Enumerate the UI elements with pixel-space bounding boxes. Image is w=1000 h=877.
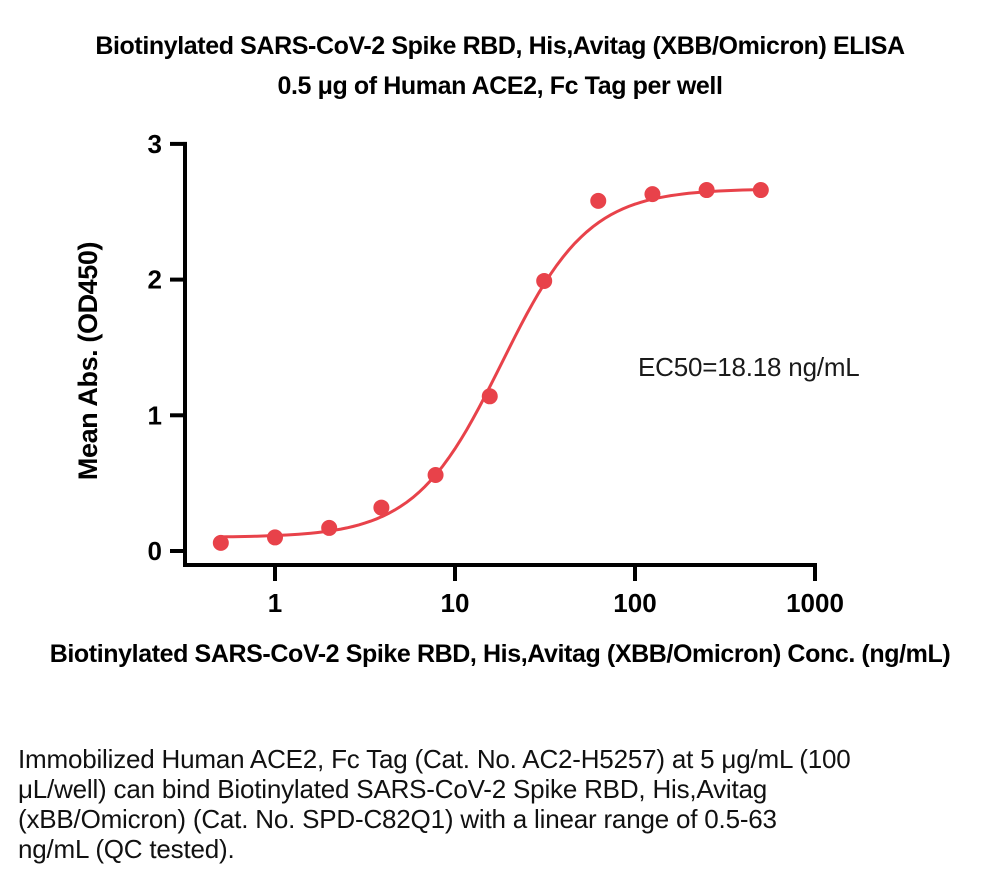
data-point xyxy=(752,182,769,199)
fit-curve xyxy=(219,188,763,539)
footnote-line-1: Immobilized Human ACE2, Fc Tag (Cat. No.… xyxy=(18,744,851,774)
data-point xyxy=(321,519,338,536)
data-point xyxy=(644,186,661,203)
footnote: Immobilized Human ACE2, Fc Tag (Cat. No.… xyxy=(18,744,978,864)
footnote-line-3: (xBB/Omicron) (Cat. No. SPD-C82Q1) with … xyxy=(18,804,777,834)
figure-title-line2: 0.5 μg of Human ACE2, Fc Tag per well xyxy=(277,72,723,100)
y-tick-label: 0 xyxy=(148,536,162,566)
data-point xyxy=(373,499,390,516)
data-point xyxy=(481,388,498,405)
footnote-line-2: μL/well) can bind Biotinylated SARS-CoV-… xyxy=(18,774,768,804)
y-tick-label: 1 xyxy=(148,400,162,430)
data-point xyxy=(536,272,553,289)
elisa-binding-curve-chart: 0 1 2 3 1 10 100 1000 xyxy=(148,129,844,618)
x-axis-caption: Biotinylated SARS-CoV-2 Spike RBD, His,A… xyxy=(49,640,951,668)
y-tick-label: 2 xyxy=(148,265,162,295)
x-tick-label: 1 xyxy=(268,588,282,618)
data-point xyxy=(427,467,444,484)
y-tick-label: 3 xyxy=(148,129,162,159)
ec50-annotation: EC50=18.18 ng/mL xyxy=(638,352,860,382)
footnote-line-4: ng/mL (QC tested). xyxy=(18,834,235,864)
x-tick-label: 100 xyxy=(613,588,656,618)
x-tick-label: 1000 xyxy=(786,588,844,618)
data-point xyxy=(212,534,229,551)
data-point xyxy=(590,192,607,209)
data-point xyxy=(698,182,715,199)
x-tick-label: 10 xyxy=(441,588,470,618)
figure-title-line1: Biotinylated SARS-CoV-2 Spike RBD, His,A… xyxy=(95,32,905,60)
data-point xyxy=(267,529,283,546)
axis-lines xyxy=(183,141,817,567)
